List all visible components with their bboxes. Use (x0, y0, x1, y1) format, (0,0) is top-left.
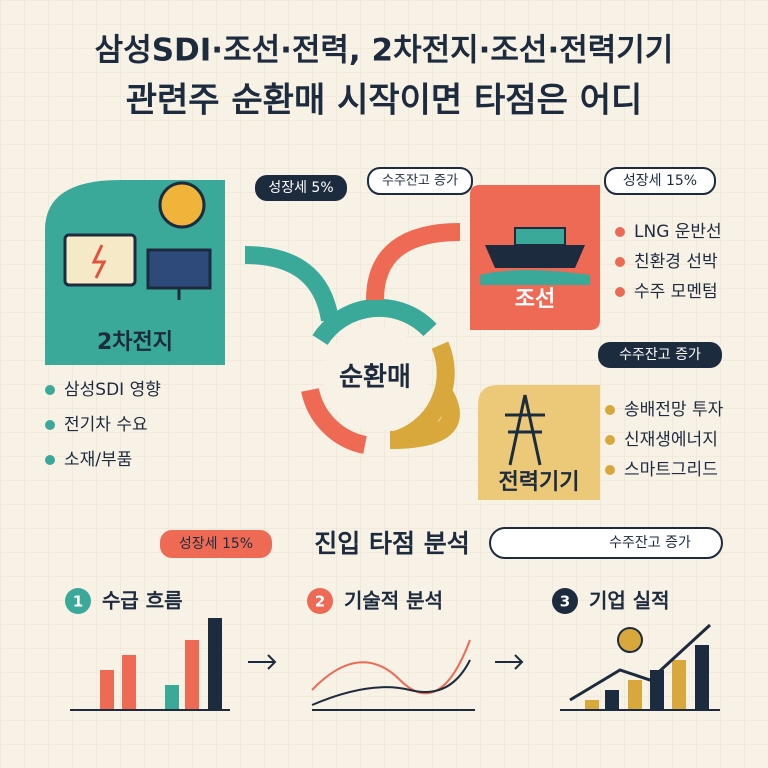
bullet-dot (45, 385, 55, 395)
bubble-text: 성장세 5% (268, 180, 333, 196)
bullet-text: 삼성SDI 영향 (64, 380, 161, 400)
bubble-text: 수주잔고 증가 (382, 174, 458, 189)
title: 관련주 순환매 시작이면 타점은 어디 (126, 81, 643, 121)
battery-panel (45, 180, 225, 365)
bullet-text: 송배전망 투자 (624, 400, 724, 420)
bubble-text: 성장세 15% (623, 173, 697, 189)
step-label: 기술적 분석 (344, 589, 443, 613)
bullet-dot (605, 405, 615, 415)
bullet-dot (605, 435, 615, 445)
bullet-dot (615, 287, 625, 297)
step-badge (552, 588, 578, 614)
sector-label: 전력기기 (499, 470, 580, 495)
center-label: 순환매 (339, 363, 411, 393)
sector-label: 조선 (515, 287, 555, 312)
step-badge (307, 588, 333, 614)
bullet-text: 신재생에너지 (624, 430, 718, 450)
bullet-text: LNG 운반선 (634, 222, 722, 242)
bullet-dot (605, 465, 615, 475)
bubble (489, 527, 723, 559)
bubble (160, 530, 272, 558)
bullet-text: 스마트그리드 (624, 460, 718, 480)
bullet-dot (615, 257, 625, 267)
bullet-dot (45, 420, 55, 430)
bubble (598, 342, 722, 368)
bubble (367, 167, 473, 195)
bullet-text: 수주 모멘텀 (634, 282, 718, 302)
bubble-text: 성장세 15% (179, 536, 253, 552)
sector-label: 2차전지 (97, 330, 173, 355)
bullet-dot (615, 227, 625, 237)
cycle-arrows (244, 223, 461, 454)
ship-panel (470, 185, 600, 330)
bubble-text: 수주잔고 증가 (619, 347, 701, 363)
bubble (255, 175, 347, 201)
bullet-text: 전기차 수요 (64, 415, 148, 435)
bubble (604, 167, 716, 195)
entry-title: 진입 타점 분석 (314, 529, 469, 558)
mini-charts (70, 618, 720, 711)
bullet-dot (45, 455, 55, 465)
title: 삼성SDI·조선·전력, 2차전지·조선·전력기기 (95, 33, 674, 69)
step-number: 3 (560, 593, 570, 611)
step-label: 수급 흐름 (102, 589, 183, 613)
power-panel (478, 385, 600, 500)
step-number: 2 (315, 593, 325, 611)
step-badge (65, 588, 91, 614)
bullet-text: 친환경 선박 (634, 252, 718, 272)
center-disc (323, 326, 427, 430)
bullet-text: 소재/부품 (64, 450, 132, 470)
step-label: 기업 실적 (589, 589, 670, 613)
step-number: 1 (73, 593, 83, 611)
bubble-text: 수주잔고 증가 (609, 535, 691, 551)
